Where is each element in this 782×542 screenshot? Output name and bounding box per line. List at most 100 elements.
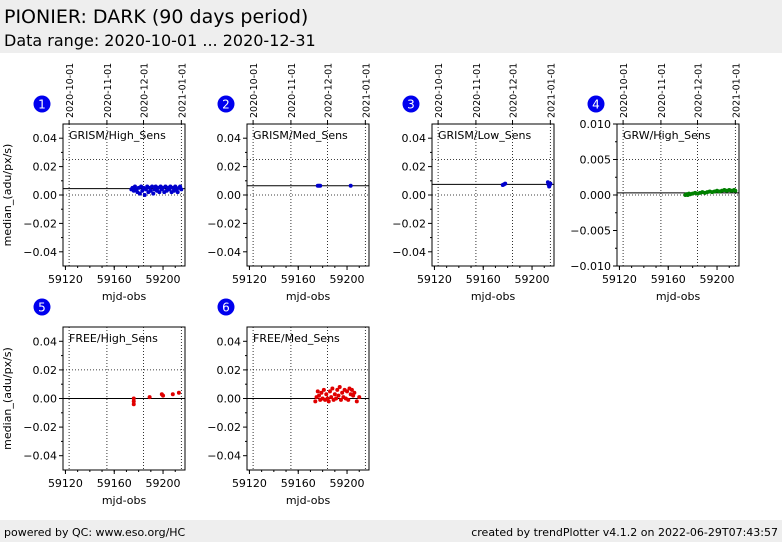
y-tick-label: 0.00 (402, 189, 427, 202)
data-point (313, 399, 318, 404)
top-date-label: 2020-12-01 (140, 63, 151, 118)
x-tick-label: 59160 (281, 477, 316, 490)
data-range: Data range: 2020-10-01 ... 2020-12-31 (4, 31, 316, 50)
y-tick-label: −0.04 (207, 450, 241, 463)
data-point (161, 393, 166, 398)
y-tick-label: −0.02 (23, 217, 57, 230)
top-date-label: 2021-01-01 (546, 63, 557, 118)
panel-badge (217, 95, 235, 113)
x-tick-label: 59120 (232, 273, 267, 286)
data-point (137, 191, 142, 196)
data-point (151, 191, 156, 196)
data-point (318, 183, 323, 188)
data-point (326, 399, 331, 404)
y-tick-label: 0.02 (402, 161, 427, 174)
plot-panel-5: −0.04 −0.02 0.00 0.02 0.04 59120 59160 59200 mjd… (1, 298, 186, 507)
x-tick-label: 59160 (97, 273, 132, 286)
plot-panel-3: −0.04 −0.02 0.00 0.02 0.04 59120 59160 59200 mjd… (392, 63, 557, 303)
x-tick-label: 59200 (330, 273, 365, 286)
data-point (349, 387, 354, 392)
panel-badge (33, 95, 51, 113)
y-tick-label: 0.005 (580, 154, 612, 167)
data-point (548, 181, 553, 186)
data-point (142, 193, 147, 197)
x-tick-label: 59200 (330, 477, 365, 490)
top-date-label: 2020-10-01 (619, 63, 630, 118)
data-point (340, 390, 345, 395)
data-point (319, 390, 324, 395)
x-axis-label: mjd-obs (102, 494, 147, 507)
data-point (148, 188, 153, 193)
y-tick-label: −0.02 (207, 217, 241, 230)
data-point (336, 393, 341, 398)
panel-badge (33, 298, 51, 316)
panel-badge (402, 95, 420, 113)
data-point (332, 392, 337, 397)
panel-badge (217, 298, 235, 316)
data-point (329, 395, 334, 400)
panel-label: GRISM/High_Sens (69, 129, 166, 142)
panel-label: GRISM/Low_Sens (438, 129, 531, 142)
data-point (324, 392, 329, 397)
panel-label: FREE/High_Sens (69, 332, 158, 345)
top-date-label: 2020-10-01 (65, 63, 76, 118)
top-date-label: 2020-12-01 (509, 63, 520, 118)
y-tick-label: 0.04 (217, 132, 242, 145)
panel-label: GRW/High_Sens (623, 129, 711, 142)
x-tick-label: 59120 (232, 477, 267, 490)
data-point (334, 396, 339, 401)
x-axis-label: mjd-obs (286, 494, 331, 507)
top-date-label: 2021-01-01 (731, 63, 742, 118)
x-tick-label: 59200 (515, 273, 550, 286)
data-point (346, 397, 351, 402)
data-point (503, 181, 508, 186)
data-point (345, 389, 350, 394)
x-axis-label: mjd-obs (656, 290, 701, 303)
y-axis-label: median_(adu/px/s) (1, 347, 14, 450)
panel-label: GRISM/Med_Sens (253, 129, 348, 142)
data-point (157, 190, 162, 195)
top-date-label: 2020-11-01 (657, 63, 668, 118)
footer-created-by: created by trendPlotter v4.1.2 on 2022-0… (471, 526, 778, 539)
data-point (733, 188, 738, 193)
x-tick-label: 59160 (466, 273, 501, 286)
x-tick-label: 59200 (700, 273, 735, 286)
panel-badge-number: 6 (222, 301, 230, 315)
y-tick-label: 0.00 (217, 393, 242, 406)
plot-panel-4: −0.010 −0.005 0.000 0.005 0.010 59120 59160 592… (570, 63, 742, 303)
data-point (131, 396, 136, 401)
y-tick-label: 0.00 (217, 189, 242, 202)
x-tick-label: 59120 (48, 477, 83, 490)
data-point (327, 389, 332, 394)
x-axis-label: mjd-obs (286, 290, 331, 303)
y-tick-label: 0.00 (33, 393, 58, 406)
panel-badge (587, 95, 605, 113)
top-date-label: 2020-11-01 (103, 63, 114, 118)
panel-badge-number: 2 (222, 98, 230, 112)
y-tick-label: 0.04 (402, 132, 427, 145)
y-tick-label: −0.005 (570, 225, 611, 238)
top-date-label: 2020-11-01 (472, 63, 483, 118)
y-tick-label: 0.02 (33, 364, 58, 377)
x-tick-label: 59160 (651, 273, 686, 286)
y-tick-label: 0.02 (33, 161, 58, 174)
top-date-label: 2020-12-01 (694, 63, 705, 118)
top-date-label: 2020-12-01 (324, 63, 335, 118)
data-point (175, 190, 180, 195)
x-tick-label: 59120 (602, 273, 637, 286)
data-point (337, 385, 342, 390)
data-point (321, 387, 326, 392)
x-tick-label: 59120 (48, 273, 83, 286)
plot-panel-6: −0.04 −0.02 0.00 0.02 0.04 59120 59160 59200 mjd… (207, 298, 370, 507)
panel-label: FREE/Med_Sens (253, 332, 340, 345)
plot-panel-2: −0.04 −0.02 0.00 0.02 0.04 59120 59160 59200 mjd… (207, 63, 372, 303)
data-point (354, 399, 359, 404)
data-point (170, 392, 175, 397)
y-tick-label: 0.04 (33, 335, 58, 348)
page-header: PIONIER: DARK (90 days period) Data rang… (0, 0, 782, 53)
y-tick-label: 0.02 (217, 161, 242, 174)
page-footer: powered by QC: www.eso.org/HC created by… (0, 520, 782, 542)
y-tick-label: −0.04 (207, 246, 241, 259)
page-title: PIONIER: DARK (90 days period) (4, 6, 309, 28)
data-point (150, 184, 155, 189)
